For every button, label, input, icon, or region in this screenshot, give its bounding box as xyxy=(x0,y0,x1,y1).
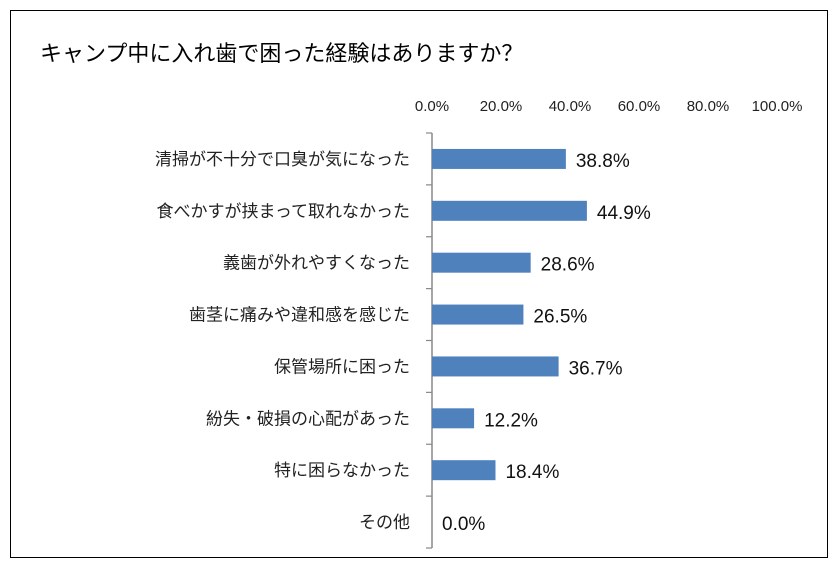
x-tick-label: 80.0% xyxy=(687,98,730,115)
category-label: 特に困らなかった xyxy=(274,461,410,480)
data-label: 36.7% xyxy=(569,358,623,379)
x-tick-label: 0.0% xyxy=(415,98,449,115)
category-label: 義歯が外れやすくなった xyxy=(223,254,410,273)
data-label: 38.8% xyxy=(576,151,630,172)
data-label: 12.2% xyxy=(484,410,538,431)
bar xyxy=(432,148,566,169)
x-tick-label: 20.0% xyxy=(480,98,523,115)
category-label: 清掃が不十分で口臭が気になった xyxy=(155,150,410,169)
bar xyxy=(432,304,524,325)
bar xyxy=(432,356,559,377)
x-tick-label: 60.0% xyxy=(618,98,661,115)
data-label: 26.5% xyxy=(533,307,587,328)
data-label: 0.0% xyxy=(442,514,485,535)
category-label: 保管場所に困った xyxy=(274,357,410,376)
x-tick-label: 40.0% xyxy=(549,98,592,115)
data-label: 28.6% xyxy=(541,255,595,276)
category-label: その他 xyxy=(359,513,410,532)
bar xyxy=(432,460,496,481)
chart-frame xyxy=(10,10,828,558)
data-label: 44.9% xyxy=(597,203,651,224)
x-tick-label: 100.0% xyxy=(752,98,803,115)
data-label: 18.4% xyxy=(505,462,559,483)
category-label: 歯茎に痛みや違和感を感じた xyxy=(189,306,410,325)
chart-title: キャンプ中に入れ歯で困った経験はありますか？ xyxy=(40,41,524,66)
bar xyxy=(432,408,475,429)
category-label: 紛失・破損の心配があった xyxy=(206,409,410,428)
category-label: 食べかすが挟まって取れなかった xyxy=(157,202,410,221)
bar xyxy=(432,252,531,273)
bar xyxy=(432,200,587,221)
